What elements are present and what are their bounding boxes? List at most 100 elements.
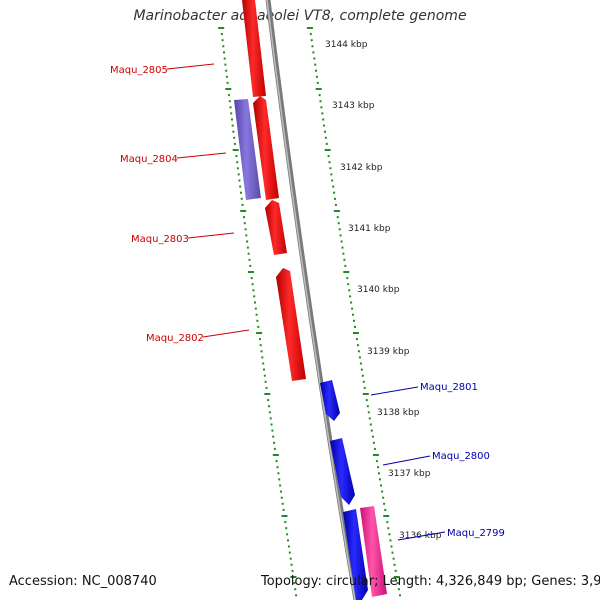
gene-maqu-2803[interactable] [265,200,287,255]
right-ring-minor-tick [389,539,392,542]
left-ring-minor-tick [233,142,236,145]
right-ring-minor-tick [360,368,363,371]
left-ring-minor-tick [243,222,246,225]
left-ring-minor-tick [278,478,281,481]
tick-ring-right [306,27,401,597]
right-ring-minor-tick [348,289,351,292]
left-ring-minor-tick [271,429,274,432]
left-ring-minor-tick [287,539,289,542]
scale-label-3141: 3141 kbp [348,224,391,234]
right-ring-major-tick [352,332,359,334]
gene-maqu-2805[interactable] [242,0,266,97]
right-ring-minor-tick [349,295,352,298]
gene-label-leader-maqu-2799 [397,531,446,541]
gene-label-maqu-2802[interactable]: Maqu_2802 [146,333,204,344]
gene-label-maqu-2804[interactable]: Maqu_2804 [120,154,178,165]
right-ring-minor-tick [332,185,335,188]
left-ring-minor-tick [276,466,279,469]
left-ring-major-tick [256,332,263,334]
left-ring-minor-tick [282,508,285,511]
left-ring-minor-tick [226,81,229,84]
gene-maqu-2804-rna[interactable] [234,99,261,200]
right-ring-minor-tick [342,252,345,255]
gene-label-maqu-2801[interactable]: Maqu_2801 [420,382,478,393]
gene-maqu-2804[interactable] [253,96,279,200]
left-ring-major-tick [218,27,225,29]
right-ring-minor-tick [382,496,385,499]
left-ring-minor-tick [281,502,284,505]
gene-label-leader-maqu-2800 [382,455,431,466]
right-ring-minor-tick [324,130,326,133]
right-ring-major-tick [372,454,379,456]
left-ring-minor-tick [228,94,230,97]
right-ring-minor-tick [343,258,346,261]
right-ring-minor-tick [365,399,368,402]
left-ring-minor-tick [269,417,272,420]
right-ring-minor-tick [366,405,369,408]
left-ring-minor-tick [233,136,236,139]
right-ring-minor-tick [378,472,380,475]
left-ring-minor-tick [279,484,282,487]
left-ring-minor-tick [253,295,256,298]
right-ring-minor-tick [396,582,399,585]
left-ring-minor-tick [239,185,242,188]
right-ring-minor-tick [344,264,347,267]
right-ring-minor-tick [397,588,400,591]
left-ring-minor-tick [228,100,231,103]
left-ring-minor-tick [272,435,275,438]
gene-maqu-2801[interactable] [320,380,340,421]
left-ring-minor-tick [268,405,270,408]
gene-label-maqu-2803[interactable]: Maqu_2803 [131,234,189,245]
right-ring-minor-tick [318,94,321,97]
left-ring-minor-tick [241,203,244,206]
left-ring-minor-tick [223,51,225,54]
left-ring-minor-tick [277,472,280,475]
left-ring-minor-tick [268,411,271,414]
right-ring-minor-tick [340,240,343,243]
left-ring-minor-tick [231,118,233,121]
right-ring-minor-tick [383,502,386,505]
genome-backbone [265,0,359,600]
right-ring-minor-tick [309,33,312,36]
left-ring-minor-tick [267,399,270,402]
gene-label-maqu-2805[interactable]: Maqu_2805 [110,65,168,76]
right-ring-minor-tick [367,411,370,414]
right-ring-minor-tick [384,508,387,511]
gene-label-leader-maqu-2801 [370,386,419,396]
right-ring-major-tick [306,27,313,29]
right-ring-minor-tick [392,557,395,560]
right-ring-major-tick [383,515,390,517]
gene-maqu-2802[interactable] [276,268,306,381]
left-ring-major-tick [225,88,232,90]
left-ring-major-tick [232,149,239,151]
gene-maqu-2799[interactable] [343,509,368,600]
right-ring-minor-tick [354,325,356,328]
right-ring-minor-tick [381,490,384,493]
right-ring-major-tick [324,149,331,151]
gene-label-maqu-2800[interactable]: Maqu_2800 [432,451,490,462]
genome-backbone-highlight [266,0,356,600]
gene-maqu-2800[interactable] [330,438,355,505]
left-ring-minor-tick [240,197,243,200]
topology-text: Topology: circular; Length: 4,326,849 bp… [261,574,600,589]
left-ring-minor-tick [221,39,224,42]
right-ring-minor-tick [310,39,313,42]
right-ring-minor-tick [325,142,328,145]
left-ring-minor-tick [263,368,265,371]
right-ring-minor-tick [324,136,327,139]
right-ring-minor-tick [355,338,358,341]
right-ring-minor-tick [361,374,364,377]
right-ring-minor-tick [331,179,334,182]
right-ring-minor-tick [323,124,326,127]
right-ring-minor-tick [329,167,332,170]
gene-maqu-2799-rna[interactable] [360,506,387,597]
left-ring-minor-tick [273,447,276,450]
gene-label-maqu-2799[interactable]: Maqu_2799 [447,528,505,539]
left-ring-minor-tick [270,423,273,426]
right-ring-minor-tick [341,246,344,249]
left-ring-minor-tick [225,69,228,72]
left-ring-minor-tick [256,319,259,322]
left-ring-minor-tick [230,112,233,115]
right-ring-minor-tick [371,435,374,438]
left-ring-minor-tick [240,191,242,194]
